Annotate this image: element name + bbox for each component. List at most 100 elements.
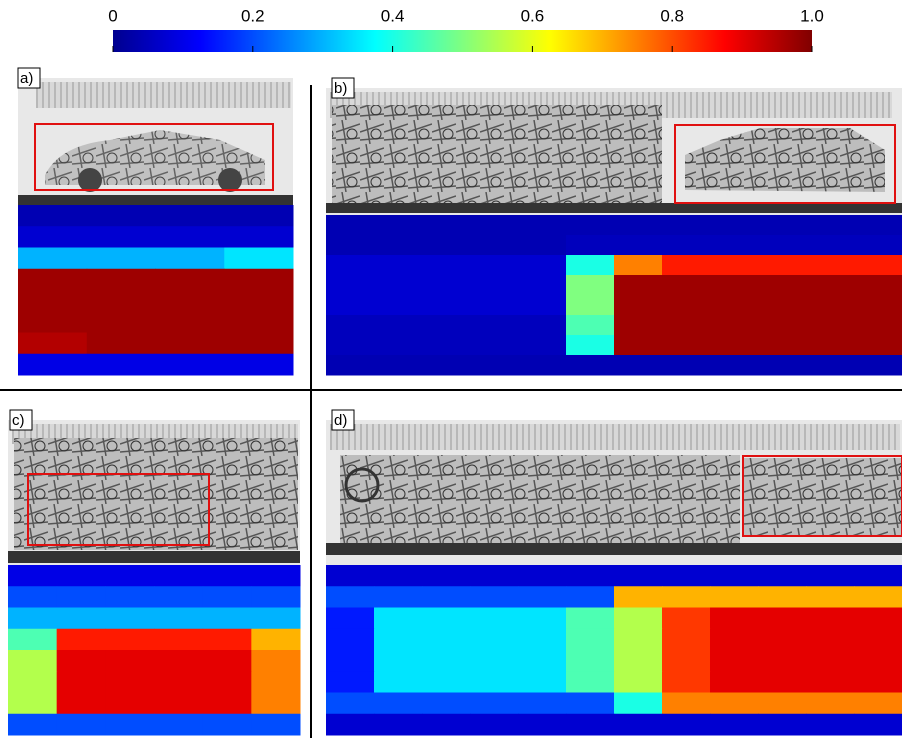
heatmap-cell <box>18 354 87 376</box>
heatmap-cell <box>566 315 615 336</box>
heatmap-cell <box>422 608 471 630</box>
heatmap-cell <box>154 565 203 587</box>
heatmap-cell <box>518 255 567 276</box>
heatmap-cell <box>710 629 759 651</box>
heatmap-cell <box>57 693 106 715</box>
heatmap-cell <box>8 586 57 608</box>
heatmap-cell <box>374 235 423 256</box>
heatmap-cell <box>18 226 87 248</box>
heatmap-cell <box>806 714 855 736</box>
heatmap-cell <box>662 335 711 356</box>
heatmap-cell <box>156 290 225 312</box>
heatmap-cell <box>422 693 471 715</box>
heatmap-cell <box>326 215 375 236</box>
heatmap-cell <box>614 608 663 630</box>
heatmap-cell <box>105 671 154 693</box>
heatmap-cell <box>374 671 423 693</box>
heatmap-cell <box>518 275 567 296</box>
colorbar-tick-label: 0.8 <box>660 6 684 25</box>
heatmap-cell <box>251 650 300 672</box>
heatmap-cell <box>203 586 252 608</box>
heatmap-cell <box>105 565 154 587</box>
heatmap-cell <box>326 255 375 276</box>
heatmap-cell <box>154 714 203 736</box>
heatmap-cell <box>105 586 154 608</box>
colorbar <box>113 30 812 52</box>
heatmap-cell <box>518 355 567 376</box>
heatmap-cell <box>156 333 225 355</box>
heatmap-cell <box>758 650 807 672</box>
heatmap-cell <box>566 693 615 715</box>
heatmap-cell <box>156 311 225 333</box>
heatmap-cell <box>374 275 423 296</box>
heatmap-cell <box>374 335 423 356</box>
heatmap-cell <box>614 671 663 693</box>
heatmap-cell <box>105 629 154 651</box>
heatmap-cell <box>470 315 519 336</box>
heatmap-cell <box>105 608 154 630</box>
heatmap-cell <box>518 608 567 630</box>
heatmap-cell <box>710 335 759 356</box>
heatmap-cell <box>203 608 252 630</box>
heatmap-cell <box>518 671 567 693</box>
heatmap-cell <box>662 671 711 693</box>
heatmap-cell <box>758 255 807 276</box>
heatmap-cell <box>251 565 300 587</box>
heatmap-cell <box>251 693 300 715</box>
heatmap-cell <box>806 565 855 587</box>
heatmap-cell <box>614 335 663 356</box>
heatmap-cell <box>662 255 711 276</box>
heatmap-cell <box>518 693 567 715</box>
heatmap-cell <box>422 671 471 693</box>
heatmap-cell <box>710 671 759 693</box>
heatmap-cell <box>105 693 154 715</box>
heatmap-cell <box>518 295 567 316</box>
xray-image <box>326 88 902 215</box>
heatmap-cell <box>57 565 106 587</box>
heatmap-cell <box>854 235 902 256</box>
panel-label: c) <box>12 412 25 429</box>
heatmap-cell <box>422 714 471 736</box>
heatmap-cell <box>8 629 57 651</box>
heatmap-cell <box>57 671 106 693</box>
heatmap-cell <box>87 333 156 355</box>
heatmap-cell <box>374 565 423 587</box>
heatmap-cell <box>662 275 711 296</box>
heatmap-cell <box>422 235 471 256</box>
heatmap-cell <box>326 671 375 693</box>
heatmap-cell <box>710 315 759 336</box>
heatmap-cell <box>710 255 759 276</box>
heatmap-cell <box>326 629 375 651</box>
heatmap-cell <box>566 565 615 587</box>
heatmap-cell <box>854 315 902 336</box>
heatmap-cell <box>566 586 615 608</box>
heatmap-cell <box>854 629 902 651</box>
heatmap-cell <box>662 714 711 736</box>
heatmap-cell <box>806 629 855 651</box>
heatmap-cell <box>156 354 225 376</box>
heatmap-cell <box>326 650 375 672</box>
heatmap-cell <box>251 608 300 630</box>
heatmap-cell <box>614 255 663 276</box>
colorbar-tick-label: 0.4 <box>381 6 405 25</box>
heatmap-cell <box>710 586 759 608</box>
heatmap-cell <box>614 215 663 236</box>
heatmap-cell <box>854 586 902 608</box>
heatmap-cell <box>374 586 423 608</box>
heatmap-cell <box>806 235 855 256</box>
heatmap-cell <box>57 714 106 736</box>
heatmap-cell <box>326 315 375 336</box>
heatmap-cell <box>854 714 902 736</box>
heatmap-cell <box>374 295 423 316</box>
heatmap-cell <box>566 335 615 356</box>
heatmap-cell <box>154 586 203 608</box>
heatmap-cell <box>87 226 156 248</box>
heatmap-cell <box>154 693 203 715</box>
heatmap-cell <box>806 355 855 376</box>
heatmap-cell <box>87 248 156 270</box>
heatmap-cell <box>374 693 423 715</box>
heatmap-cell <box>224 205 293 227</box>
heatmap-cell <box>854 671 902 693</box>
xray-image <box>8 420 300 565</box>
heatmap-cell <box>662 295 711 316</box>
